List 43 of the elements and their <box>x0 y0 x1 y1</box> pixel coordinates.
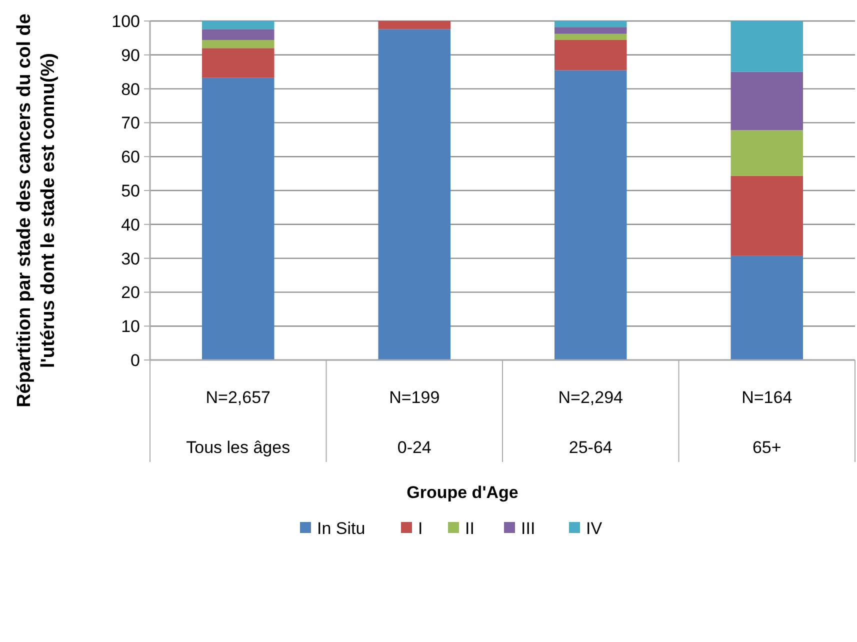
bar <box>554 21 627 28</box>
y-tick-label: 30 <box>121 249 140 268</box>
y-tick-label: 60 <box>121 148 140 167</box>
bar <box>378 29 451 360</box>
y-tick-label: 0 <box>130 350 140 370</box>
bar <box>202 78 274 360</box>
legend-label: IV <box>586 518 603 538</box>
bar <box>202 29 274 40</box>
bar <box>378 21 451 30</box>
bar <box>730 72 804 130</box>
bar <box>554 70 627 360</box>
bar <box>730 176 804 256</box>
x-tick-label: 65+ <box>752 438 782 457</box>
legend-label: In Situ <box>317 518 366 538</box>
y-tick-label: 20 <box>121 283 140 302</box>
y-axis-title: Répartition par stade des cancers du col de l'utérus dont le stade est connu(%) <box>14 14 59 408</box>
y-tick-label: 70 <box>121 114 140 133</box>
y-tick-label: 10 <box>121 317 140 336</box>
x-tick-label: 25-64 <box>568 438 612 457</box>
x-tick-label: Tous les âges <box>186 438 290 457</box>
legend-label: II <box>465 518 474 538</box>
x-axis-title: Groupe d'Age <box>406 483 518 502</box>
text: N=2,294 <box>558 388 623 407</box>
y-tick-label: 50 <box>121 181 140 200</box>
y-tick-label: 100 <box>112 12 140 31</box>
y-tick-label: 90 <box>121 46 140 65</box>
text: N=2,657 <box>206 388 270 407</box>
bar <box>202 40 274 48</box>
text: N=164 <box>742 388 792 407</box>
bar <box>554 34 627 40</box>
bar <box>730 21 804 72</box>
text: N=199 <box>389 388 440 407</box>
y-tick-label: 80 <box>121 80 140 99</box>
x-tick-label: 0-24 <box>397 438 432 457</box>
legend-label: III <box>521 518 536 538</box>
bar <box>730 130 804 176</box>
legend-label: I <box>418 518 423 538</box>
bar <box>202 21 274 30</box>
bar <box>202 48 274 78</box>
bar <box>554 27 627 34</box>
bar <box>554 40 627 70</box>
y-tick-label: 40 <box>121 215 140 234</box>
bar <box>730 256 804 360</box>
